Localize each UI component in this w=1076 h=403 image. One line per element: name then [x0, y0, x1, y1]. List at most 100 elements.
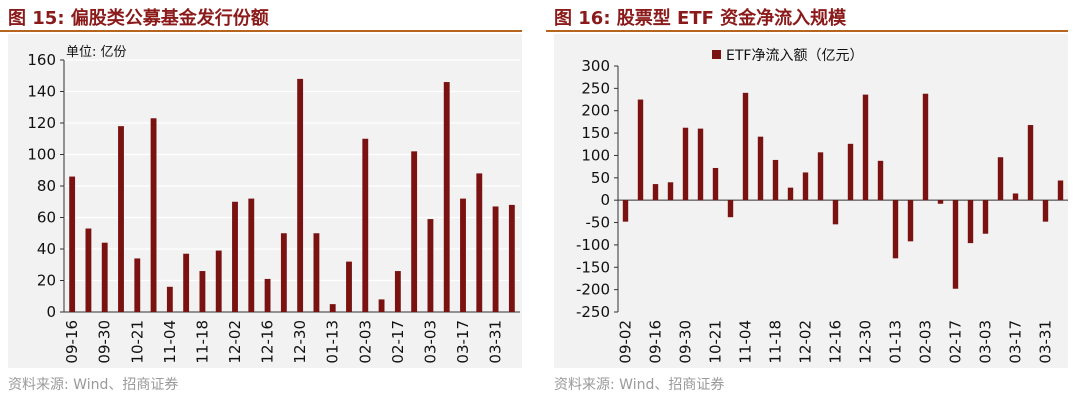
left-chart-panel: 图 15: 偏股类公募基金发行份额 0 20 40 60 80 100 120 140 160 0… — [0, 0, 530, 403]
right-x-tick-label: 11-04 — [737, 320, 755, 364]
left-y-tick-label: 80 — [37, 177, 56, 195]
right-bar — [802, 172, 809, 201]
right-y-tick-label: -200 — [576, 281, 610, 299]
left-x-tick-label: 10-21 — [128, 320, 146, 364]
left-bar — [199, 271, 206, 312]
right-bar — [1057, 180, 1064, 201]
right-bar — [1012, 193, 1019, 201]
left-bar — [101, 242, 108, 312]
left-bar — [280, 233, 287, 312]
right-bar — [832, 200, 839, 225]
left-x-tick-label: 09-16 — [63, 320, 81, 364]
right-x-tick-label: 12-30 — [857, 320, 875, 364]
left-bar — [150, 118, 157, 313]
right-bar — [757, 136, 764, 201]
right-bar — [637, 99, 644, 201]
right-x-tick-label: 02-17 — [947, 320, 965, 364]
right-x-tick-label: 09-02 — [617, 320, 635, 364]
right-bar — [667, 182, 674, 201]
right-chart-title: 图 16: 股票型 ETF 资金净流入规模 — [554, 8, 847, 29]
right-bar — [652, 184, 659, 201]
right-y-tick-label: 150 — [581, 124, 610, 142]
left-bar — [264, 278, 271, 312]
left-y-tick-label: 160 — [27, 51, 56, 69]
left-y-tick-label: 0 — [46, 303, 56, 321]
left-bar — [492, 206, 499, 312]
left-bar — [508, 204, 515, 312]
left-bar — [69, 176, 76, 312]
right-y-tick-label: -150 — [576, 258, 610, 276]
right-legend-label: ETF净流入额（亿元） — [726, 48, 863, 64]
right-x-tick-label: 10-21 — [707, 320, 725, 364]
left-bar — [476, 173, 483, 312]
right-plot-background — [554, 34, 1068, 368]
right-y-tick-label: -100 — [576, 236, 610, 254]
left-x-tick-label: 01-13 — [324, 320, 342, 364]
right-bar — [952, 200, 959, 289]
right-bar — [847, 143, 854, 201]
left-bar — [346, 261, 352, 312]
right-x-tick-label: 09-30 — [677, 320, 695, 364]
right-source-note: 资料来源: Wind、招商证券 — [554, 377, 725, 393]
left-x-tick-label: 03-03 — [421, 320, 439, 364]
left-title-rule — [0, 30, 522, 32]
left-bar — [378, 299, 385, 312]
left-bar — [166, 286, 173, 312]
left-bar — [232, 201, 238, 312]
right-bar — [1027, 125, 1034, 201]
left-bar — [248, 198, 255, 312]
left-bar — [329, 304, 336, 312]
left-bar — [183, 253, 190, 312]
etf-netflow-bar-chart: -250 -200 -150 -100 -50 0 50 100 150 200 250 300 09-… — [576, 48, 1068, 364]
right-chart-panel: 图 16: 股票型 ETF 资金净流入规模 -250 -200 -150 -100 -5… — [546, 0, 1076, 403]
right-y-tick-label: 200 — [581, 102, 610, 120]
left-bar — [134, 258, 141, 312]
left-bar — [297, 78, 304, 313]
right-bar — [1042, 200, 1049, 222]
right-y-tick-label: 250 — [581, 79, 610, 97]
left-x-tick-label: 03-17 — [454, 320, 472, 364]
right-bar — [787, 187, 794, 201]
left-y-tick-label: 140 — [27, 83, 56, 101]
right-x-tick-label: 01-13 — [887, 320, 905, 364]
left-x-tick-label: 12-30 — [291, 320, 309, 364]
right-bar — [922, 93, 929, 201]
left-bar — [443, 82, 450, 312]
left-bar — [85, 228, 92, 312]
right-bar — [772, 159, 779, 201]
right-bar — [937, 200, 944, 204]
left-x-tick-label: 03-31 — [487, 320, 505, 364]
right-x-tick-label: 11-18 — [767, 320, 785, 364]
left-bar — [394, 271, 401, 312]
left-x-tick-label: 12-02 — [226, 320, 244, 364]
left-bar — [215, 250, 222, 312]
right-bar — [727, 200, 734, 218]
left-bar — [362, 138, 369, 312]
left-x-tick-label: 11-04 — [161, 320, 179, 364]
left-bar — [411, 151, 418, 312]
right-y-tick-label: -50 — [586, 214, 611, 232]
left-chart-title: 图 15: 偏股类公募基金发行份额 — [8, 8, 269, 29]
left-bar — [118, 126, 124, 313]
right-bar — [712, 167, 719, 201]
right-bar — [742, 92, 749, 201]
left-x-tick-label: 02-03 — [356, 320, 374, 364]
right-bar — [967, 200, 974, 244]
right-title-rule — [546, 30, 1068, 32]
left-y-tick-label: 100 — [27, 146, 56, 164]
right-y-tick-label: 100 — [581, 146, 610, 164]
right-y-tick-label: 50 — [591, 169, 610, 187]
right-y-tick-label: -250 — [576, 303, 610, 321]
left-bar — [460, 198, 466, 312]
left-bar — [427, 219, 434, 312]
right-x-tick-label: 02-03 — [917, 320, 935, 364]
left-bar — [313, 233, 320, 312]
right-bar — [817, 152, 824, 201]
fund-issuance-bar-chart: 0 20 40 60 80 100 120 140 160 09-16 09-30 10-21 11-0… — [27, 45, 520, 364]
right-bar — [907, 200, 914, 242]
right-x-tick-label: 03-17 — [1007, 320, 1025, 364]
left-x-tick-label: 02-17 — [389, 320, 407, 364]
left-x-tick-label: 09-30 — [96, 320, 114, 364]
left-unit-label: 单位: 亿份 — [66, 45, 127, 60]
right-bar — [622, 200, 629, 222]
